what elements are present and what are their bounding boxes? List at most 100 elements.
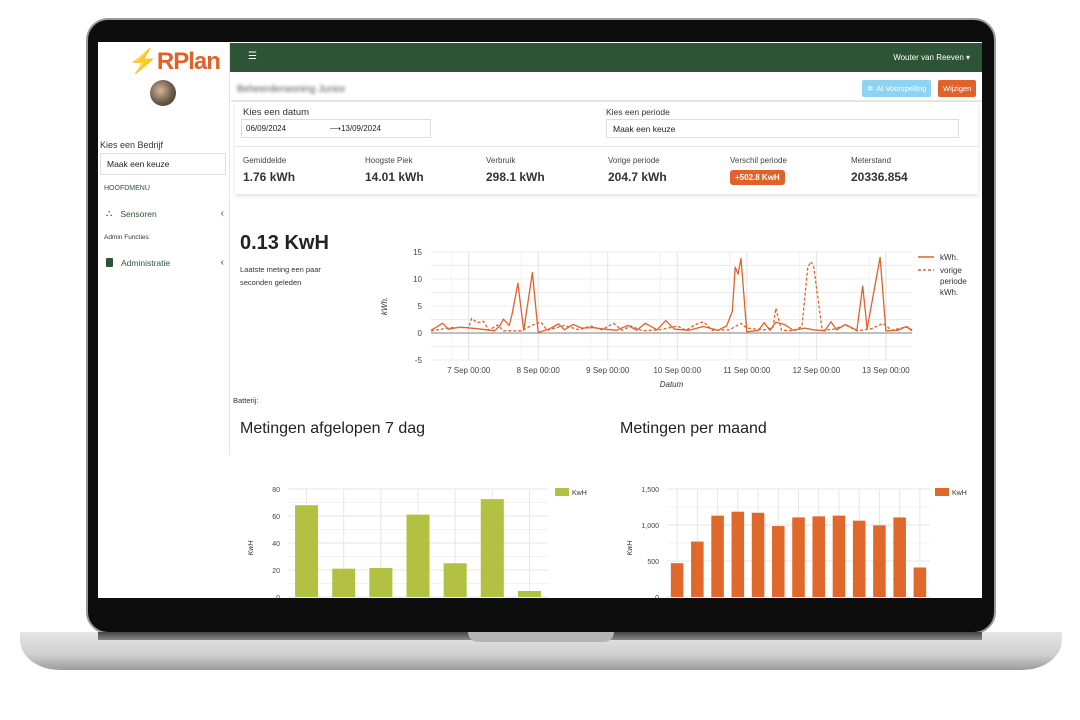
bar — [691, 541, 704, 597]
y-axis-title: KwH — [627, 540, 634, 556]
logo-text: RPlan — [156, 48, 221, 75]
bar — [913, 567, 927, 597]
series-line-current — [430, 256, 913, 334]
week-chart-title: Metingen afgelopen 7 dag — [240, 420, 426, 437]
gear-icon: ✲ — [867, 84, 874, 93]
admin-heading: Admin Functies — [104, 234, 149, 241]
sidebar: ⚡RPlan Kies een Bedrijf Maak een keuze H… — [98, 42, 230, 455]
y-tick-label: 5 — [418, 302, 423, 311]
ai-forecast-button[interactable]: ✲ AI Voorspelling — [862, 80, 932, 97]
bar — [443, 563, 467, 597]
bar — [517, 590, 541, 597]
y-tick-label: 1,000 — [641, 523, 659, 530]
period-select[interactable]: Maak een keuze — [606, 119, 959, 138]
stat-value: 1.76 kWh — [243, 170, 296, 184]
screen: ⚡RPlan Kies een Bedrijf Maak een keuze H… — [98, 42, 982, 598]
avatar[interactable] — [150, 80, 176, 106]
bar — [369, 567, 393, 597]
stat-label: Meterstand — [851, 156, 892, 165]
sidebar-item-label: Sensoren — [120, 208, 157, 219]
bar — [295, 505, 319, 597]
y-tick-label: 15 — [413, 248, 422, 257]
legend-label: KwH — [572, 490, 587, 497]
legend-label: KwH — [952, 490, 967, 497]
ai-button-label: AI Voorspelling — [876, 84, 927, 93]
y-tick-label: 0 — [276, 595, 280, 598]
period-label: Kies een periode — [606, 107, 670, 117]
company-label: Kies een Bedrijf — [100, 140, 164, 150]
y-tick-label: 40 — [272, 541, 280, 548]
x-tick-label: 13 Sep 00:00 — [862, 366, 910, 375]
y-tick-label: -5 — [415, 356, 423, 365]
bar — [771, 526, 785, 597]
legend-label: kWh. — [940, 288, 958, 297]
edit-button[interactable]: Wijzigen — [938, 80, 977, 97]
bar — [480, 499, 504, 597]
x-tick-label: 7 Sep 00:00 — [447, 366, 491, 375]
sidebar-item-sensoren[interactable]: ⛬ Sensoren ‹ — [106, 208, 224, 219]
bar — [893, 517, 906, 597]
x-axis-title: Datum — [660, 380, 684, 389]
date-label: Kies een datum — [243, 107, 310, 118]
y-axis-title: kWh. — [380, 297, 389, 315]
y-tick-label: 0 — [655, 595, 659, 598]
bar — [711, 515, 724, 597]
y-tick-label: 60 — [272, 514, 280, 521]
y-axis-title: KwH — [248, 540, 255, 556]
x-tick-label: 10 Sep 00:00 — [653, 366, 701, 375]
user-menu[interactable]: Wouter van Reeven ▾ — [893, 53, 970, 62]
logo[interactable]: ⚡RPlan — [128, 48, 221, 75]
stat-label: Verschil periode — [730, 156, 787, 165]
y-tick-label: 1,500 — [641, 487, 659, 494]
series-line-previous — [430, 261, 913, 332]
stat-value: 14.01 kWh — [365, 170, 424, 184]
stat-label: Hoogste Piek — [365, 156, 413, 165]
bar — [406, 514, 430, 597]
battery-label: Batterij: — [233, 396, 259, 405]
bar — [670, 563, 684, 597]
stat-label: Verbruik — [486, 156, 516, 165]
location-title: Beheerderwoning Junior — [237, 84, 346, 95]
stat-value: 298.1 kWh — [486, 170, 545, 184]
laptop-notch — [468, 632, 614, 642]
date-to: 13/09/2024 — [340, 124, 381, 133]
chevron-left-icon: ‹ — [220, 208, 224, 219]
y-tick-label: 10 — [413, 275, 422, 284]
divider — [235, 146, 978, 147]
stat-value: 204.7 kWh — [608, 170, 667, 184]
x-tick-label: 12 Sep 00:00 — [793, 366, 841, 375]
sidebar-item-label: Administratie — [121, 257, 171, 268]
stat-value: 20336.854 — [851, 170, 908, 184]
difference-badge: +502.8 KwH — [730, 170, 785, 185]
live-caption-line: Laatste meting een paar — [240, 265, 321, 274]
hamburger-menu-icon[interactable]: ☰ — [248, 51, 257, 62]
company-select[interactable]: Maak een keuze — [100, 153, 226, 175]
date-range-arrow-icon: ⟶13/09/2024 — [329, 124, 381, 133]
bar — [792, 517, 805, 597]
x-tick-label: 9 Sep 00:00 — [586, 366, 630, 375]
legend-swatch — [555, 488, 569, 496]
x-tick-label: 11 Sep 00:00 — [723, 366, 771, 375]
date-range-input[interactable]: 06/09/2024 ⟶13/09/2024 — [241, 119, 431, 138]
live-value: 0.13 KwH — [240, 232, 329, 254]
y-tick-label: 20 — [272, 568, 280, 575]
chevron-left-icon: ‹ — [220, 257, 224, 268]
legend-label: periode — [940, 277, 967, 286]
top-navbar: ☰ Wouter van Reeven ▾ — [230, 43, 982, 72]
live-caption: Laatste meting een paar seconden geleden — [240, 263, 321, 289]
sidebar-item-administratie[interactable]: Administratie ‹ — [106, 257, 224, 268]
charts-layer: 7 Sep 00:00 8 Sep 00:00 9 Sep 00:00 10 Sep … — [248, 248, 967, 598]
y-tick-label: 0 — [418, 329, 423, 338]
y-tick-label: 500 — [647, 559, 659, 566]
month-chart-title: Metingen per maand — [620, 420, 767, 437]
main-menu-heading: HOOFDMENU — [104, 185, 150, 192]
legend-swatch — [935, 488, 949, 496]
stat-label: Gemiddelde — [243, 156, 287, 165]
subheader: Beheerderwoning Junior ✲ AI Voorspelling … — [231, 75, 982, 102]
bar — [751, 512, 765, 597]
sensor-network-icon: ⛬ — [106, 208, 113, 218]
filter-stats-card: Kies een datum 06/09/2024 ⟶13/09/2024 Ki… — [235, 102, 978, 194]
live-caption-line: seconden geleden — [240, 278, 302, 287]
bar — [832, 515, 846, 597]
bar — [731, 511, 745, 597]
